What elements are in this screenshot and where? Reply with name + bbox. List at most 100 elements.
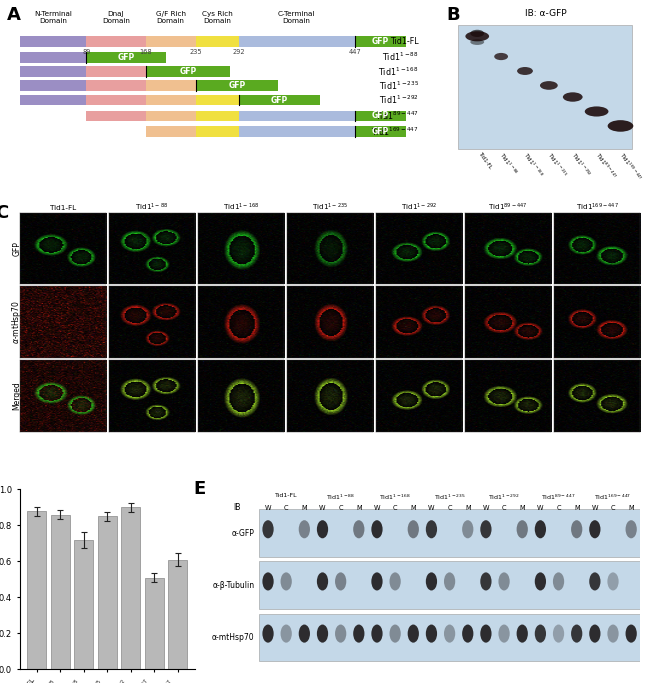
Ellipse shape [590, 624, 601, 643]
Ellipse shape [317, 520, 328, 538]
Ellipse shape [408, 624, 419, 643]
Text: Tid1$^{169-447}$: Tid1$^{169-447}$ [594, 493, 632, 502]
Text: E: E [194, 480, 206, 499]
Ellipse shape [625, 624, 637, 643]
Text: C: C [393, 505, 397, 511]
Bar [146, 126, 196, 137]
Title: Tid1$^{89-447}$: Tid1$^{89-447}$ [488, 201, 528, 212]
Bar [20, 95, 86, 105]
Text: Tid1$^{169-447}$: Tid1$^{169-447}$ [617, 150, 644, 183]
Ellipse shape [480, 624, 491, 643]
Ellipse shape [263, 520, 274, 538]
Text: 89: 89 [82, 48, 90, 55]
Text: 447: 447 [348, 48, 361, 55]
Text: W: W [319, 505, 326, 511]
Text: Tid1$^{1-88}$: Tid1$^{1-88}$ [497, 150, 520, 177]
Text: C: C [284, 505, 289, 511]
Text: Tid1$^{1-88}$: Tid1$^{1-88}$ [326, 493, 355, 502]
Text: GFP: GFP [229, 81, 246, 90]
Ellipse shape [299, 520, 310, 538]
Text: Tid1$^{1-235}$: Tid1$^{1-235}$ [434, 493, 465, 502]
Ellipse shape [281, 624, 292, 643]
Ellipse shape [590, 520, 601, 538]
Ellipse shape [444, 624, 455, 643]
Ellipse shape [607, 572, 619, 591]
Text: 235: 235 [189, 48, 202, 55]
Text: Cys Rich
Domain: Cys Rich Domain [202, 11, 233, 24]
Text: G/F Rich
Domain: G/F Rich Domain [155, 11, 186, 24]
Ellipse shape [426, 520, 437, 538]
Bar [86, 66, 146, 76]
Bar [239, 111, 355, 122]
Bar [146, 111, 196, 122]
Text: Tid1-FL: Tid1-FL [275, 493, 298, 498]
Bar [86, 36, 146, 46]
Text: Tid1$^{1-235}$: Tid1$^{1-235}$ [378, 79, 419, 92]
Ellipse shape [563, 92, 582, 102]
Text: Tid1$^{1-168}$: Tid1$^{1-168}$ [378, 66, 419, 78]
Text: Tid1-FL: Tid1-FL [477, 150, 493, 169]
Ellipse shape [389, 624, 401, 643]
Text: Tid1$^{89-447}$: Tid1$^{89-447}$ [593, 150, 618, 181]
Bar [86, 95, 146, 105]
Text: Tid1$^{89-447}$: Tid1$^{89-447}$ [375, 110, 419, 122]
Ellipse shape [553, 624, 564, 643]
Bar [356, 111, 406, 122]
Text: W: W [483, 505, 489, 511]
Text: α-mtHsp70: α-mtHsp70 [212, 633, 255, 642]
Bar [86, 111, 146, 122]
Text: M: M [356, 505, 361, 511]
Text: W: W [428, 505, 435, 511]
Ellipse shape [263, 572, 274, 591]
Title: Tid1$^{1-88}$: Tid1$^{1-88}$ [135, 201, 168, 212]
Bar [259, 510, 640, 557]
Ellipse shape [625, 520, 637, 538]
Text: M: M [519, 505, 525, 511]
Text: Tid1$^{1-292}$: Tid1$^{1-292}$ [379, 94, 419, 107]
Ellipse shape [517, 624, 528, 643]
Ellipse shape [465, 31, 489, 42]
Text: M: M [410, 505, 416, 511]
Text: Tid1-FL: Tid1-FL [390, 37, 419, 46]
Bar [20, 81, 86, 91]
Bar [20, 52, 86, 63]
Text: GFP: GFP [271, 96, 288, 104]
Bar [458, 25, 632, 149]
Bar [356, 36, 406, 46]
Y-axis label: $\alpha$-mtHsp70: $\alpha$-mtHsp70 [10, 301, 23, 344]
Ellipse shape [535, 624, 546, 643]
Text: M: M [629, 505, 634, 511]
Text: C: C [0, 204, 8, 222]
Bar [239, 95, 320, 105]
Text: M: M [465, 505, 471, 511]
Ellipse shape [517, 520, 528, 538]
Text: W: W [592, 505, 598, 511]
Text: W: W [537, 505, 543, 511]
Text: C: C [556, 505, 561, 511]
Bar [146, 36, 196, 46]
Bar [146, 95, 196, 105]
Text: α-β-Tubulin: α-β-Tubulin [213, 581, 255, 589]
Ellipse shape [517, 67, 533, 75]
Ellipse shape [353, 520, 365, 538]
Ellipse shape [535, 572, 546, 591]
Bar [20, 36, 86, 46]
Ellipse shape [571, 624, 582, 643]
Ellipse shape [299, 624, 310, 643]
Ellipse shape [317, 624, 328, 643]
Text: N-Terminal
Domain: N-Terminal Domain [34, 11, 72, 24]
Ellipse shape [540, 81, 558, 89]
Ellipse shape [426, 624, 437, 643]
Bar [259, 561, 640, 609]
Title: Tid1$^{1-168}$: Tid1$^{1-168}$ [222, 201, 259, 212]
Text: A: A [7, 6, 21, 24]
Text: DnaJ
Domain: DnaJ Domain [102, 11, 130, 24]
Ellipse shape [571, 520, 582, 538]
Ellipse shape [335, 572, 346, 591]
Text: C: C [447, 505, 452, 511]
Bar [122, 507, 140, 669]
Ellipse shape [426, 572, 437, 591]
Text: GFP: GFP [372, 127, 389, 137]
Ellipse shape [607, 624, 619, 643]
Ellipse shape [462, 624, 473, 643]
